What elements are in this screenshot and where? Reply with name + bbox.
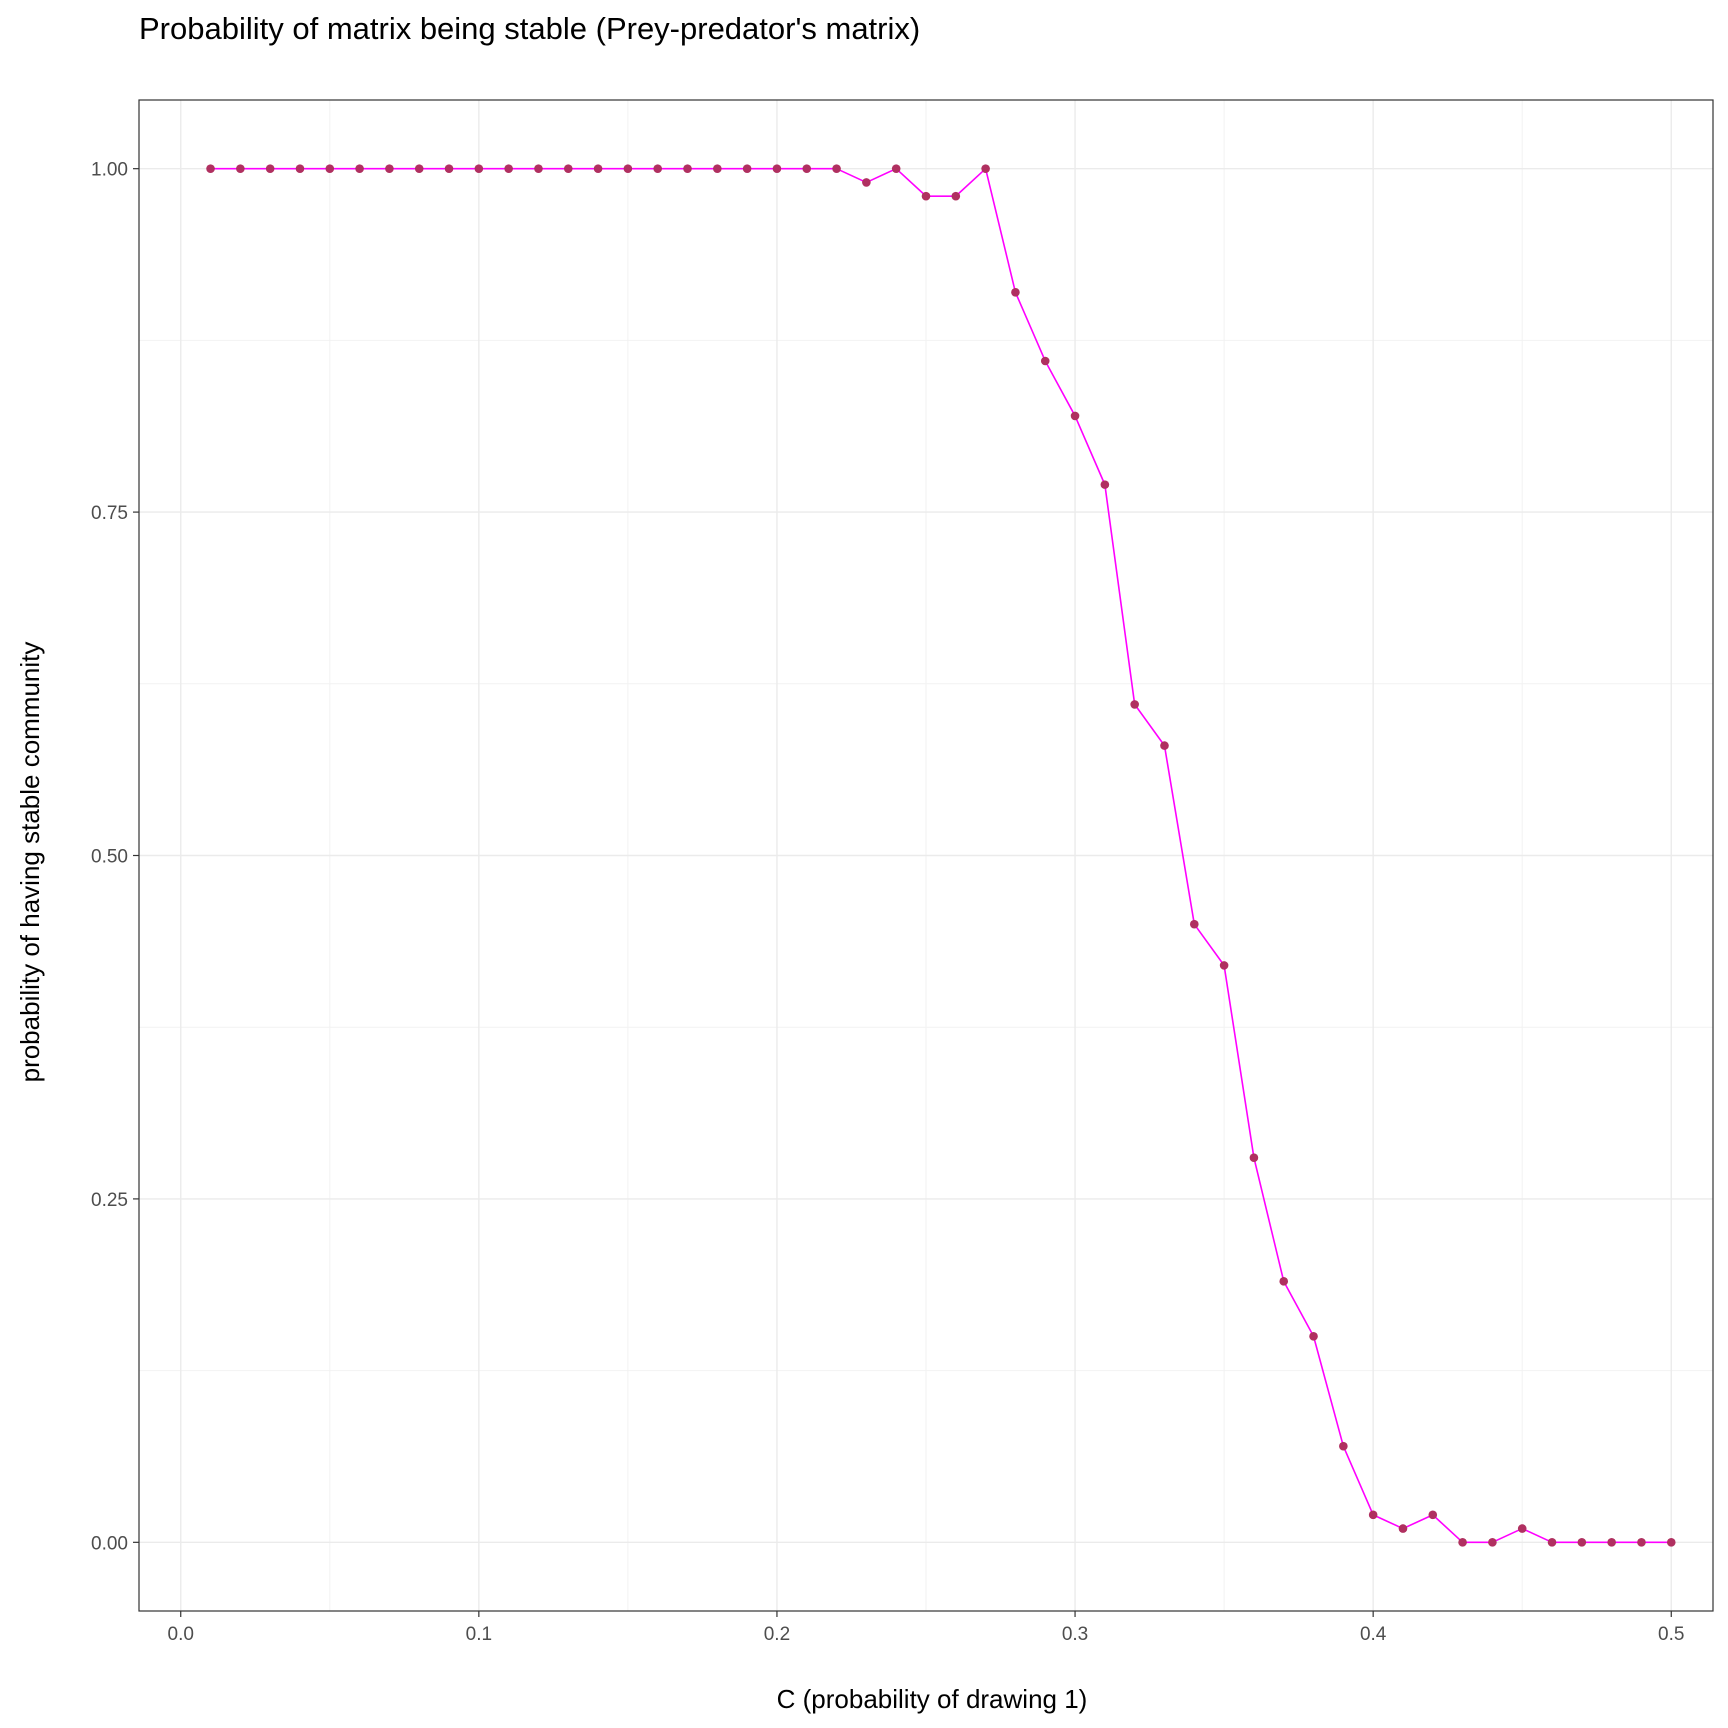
data-point	[1160, 741, 1169, 750]
data-point	[1279, 1277, 1289, 1286]
data-point	[1100, 480, 1110, 489]
data-point	[414, 164, 424, 173]
data-point	[1428, 1510, 1438, 1520]
data-point	[1070, 411, 1080, 421]
data-point	[1368, 1510, 1378, 1520]
data-point	[653, 164, 663, 173]
data-point	[1011, 288, 1020, 297]
data-point	[1517, 1524, 1527, 1533]
x-tick-label: 0.4	[1360, 1624, 1387, 1645]
series-group	[206, 164, 1676, 1547]
x-tick-label: 0.5	[1658, 1624, 1684, 1645]
axes: 0.0 0.1 0.2 0.3 0.4 0.5 0.00 0.25 0.50 0.75 1.00	[91, 160, 1684, 1645]
data-point	[236, 164, 245, 173]
x-tick-label: 0.2	[764, 1624, 790, 1645]
y-tick-label: 1.00	[91, 160, 128, 181]
y-tick-label: 0.25	[91, 1190, 128, 1211]
series-line	[210, 167, 1672, 1544]
data-point	[1637, 1538, 1646, 1547]
data-point	[1607, 1538, 1616, 1547]
data-point	[981, 164, 990, 173]
data-point	[1249, 1153, 1259, 1162]
data-point	[623, 164, 633, 173]
data-point	[355, 164, 364, 173]
data-point	[891, 164, 901, 173]
data-point	[593, 164, 603, 173]
data-point	[1547, 1538, 1557, 1547]
data-point	[385, 164, 394, 173]
data-point	[1309, 1331, 1318, 1341]
y-axis-label: probability of having stable community	[15, 642, 45, 1083]
data-point	[563, 164, 573, 173]
x-tick-label: 0.1	[466, 1624, 492, 1645]
chart-title: Probability of matrix being stable (Prey…	[139, 11, 920, 46]
data-point	[683, 164, 692, 173]
data-point	[1666, 1538, 1676, 1547]
y-tick-label: 0.00	[91, 1533, 128, 1554]
data-point	[1130, 700, 1139, 709]
data-point	[1398, 1524, 1408, 1533]
data-point	[295, 164, 305, 173]
grid	[139, 100, 1713, 1611]
data-point	[206, 164, 215, 173]
data-point	[534, 164, 543, 173]
data-point	[742, 164, 752, 173]
x-tick-label: 0.3	[1062, 1624, 1088, 1645]
data-point	[325, 164, 335, 173]
y-tick-label: 0.75	[91, 503, 128, 524]
data-point	[832, 164, 841, 173]
data-point	[921, 191, 931, 201]
y-tick-label: 0.50	[91, 847, 128, 868]
data-point	[1189, 919, 1199, 929]
data-point	[951, 191, 961, 201]
data-point	[444, 164, 454, 173]
data-point	[504, 164, 513, 173]
data-point	[1040, 356, 1050, 366]
data-point	[1458, 1538, 1467, 1547]
x-axis-label: C (probability of drawing 1)	[777, 1684, 1088, 1714]
data-point	[1488, 1538, 1497, 1547]
data-point	[802, 164, 812, 173]
data-point	[1219, 961, 1229, 970]
data-point	[1339, 1441, 1348, 1451]
data-point	[713, 164, 722, 173]
data-point	[1577, 1538, 1587, 1547]
data-point	[474, 164, 484, 173]
data-point	[265, 164, 275, 173]
data-point	[772, 164, 782, 173]
data-point	[862, 178, 871, 187]
x-tick-label: 0.0	[168, 1624, 194, 1645]
